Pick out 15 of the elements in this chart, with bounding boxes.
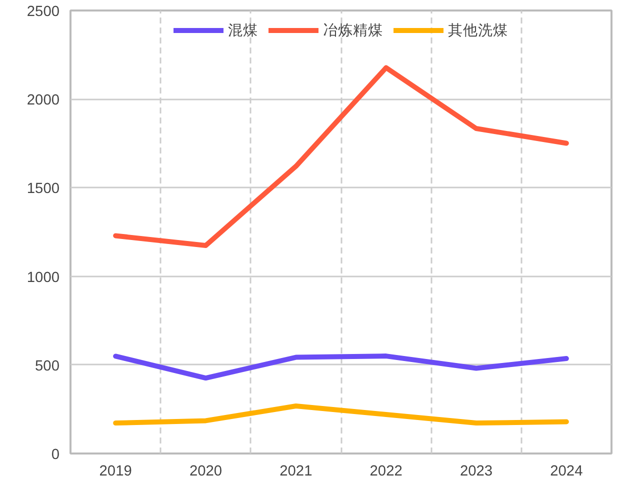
- y-tick-label: 2500: [26, 4, 60, 20]
- x-tick-label: 2023: [460, 464, 493, 480]
- y-tick-label: 500: [35, 358, 60, 374]
- legend-label: 其他洗煤: [448, 22, 508, 40]
- x-tick-label: 2022: [370, 464, 402, 480]
- x-tick-label: 2019: [99, 464, 132, 480]
- legend-label: 混煤: [228, 22, 258, 40]
- x-tick-label: 2024: [550, 464, 583, 480]
- y-tick-label: 0: [51, 447, 60, 463]
- x-tick-label: 2021: [280, 464, 312, 480]
- y-tick-label: 1500: [26, 181, 60, 198]
- y-tick-label: 1000: [26, 270, 60, 286]
- y-tick-label: 2000: [26, 92, 60, 109]
- legend-label: 冶炼精煤: [323, 22, 383, 40]
- x-tick-label: 2020: [189, 464, 222, 480]
